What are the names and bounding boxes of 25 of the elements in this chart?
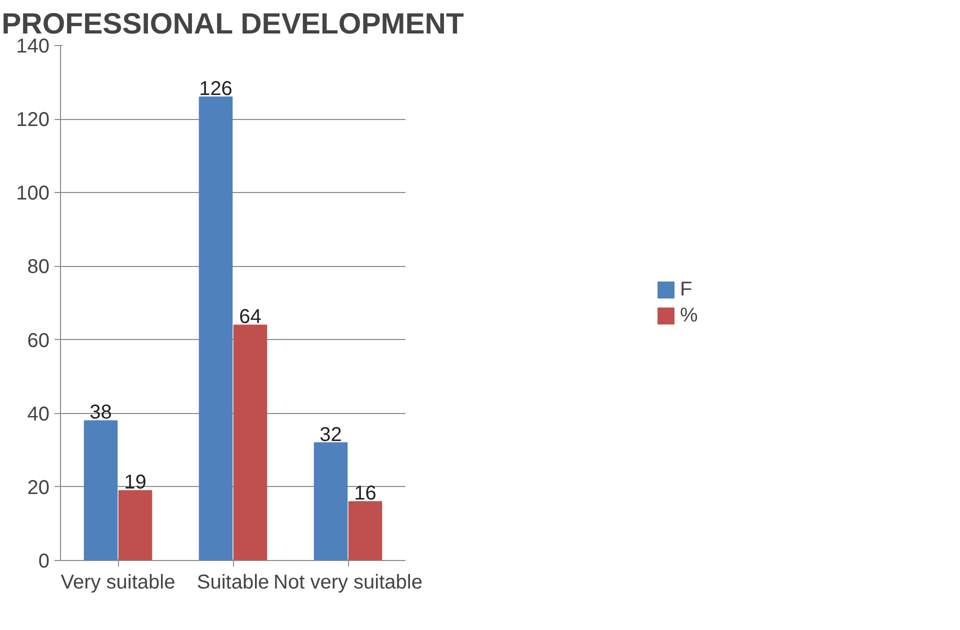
y-tick-label: 140 bbox=[16, 36, 50, 58]
y-tick-label: 40 bbox=[27, 403, 50, 426]
y-tick-label: 120 bbox=[16, 109, 50, 132]
bar bbox=[84, 420, 118, 560]
legend-label: F bbox=[680, 278, 694, 301]
data-label: 64 bbox=[239, 306, 262, 328]
data-label: 19 bbox=[124, 472, 146, 494]
data-label: 38 bbox=[90, 402, 112, 424]
y-tick-label: 80 bbox=[27, 256, 50, 278]
x-tick-label: Suitable bbox=[196, 572, 270, 594]
y-tick-label: 100 bbox=[16, 182, 50, 205]
data-label: 16 bbox=[354, 482, 376, 505]
legend-label: % bbox=[680, 304, 699, 327]
bar bbox=[233, 324, 268, 560]
bar bbox=[118, 490, 152, 560]
bar bbox=[348, 501, 382, 560]
data-label: 32 bbox=[320, 424, 342, 446]
x-tick-label: Not very suitable bbox=[274, 572, 422, 594]
y-tick-label: 60 bbox=[27, 330, 50, 352]
data-label: 126 bbox=[199, 78, 232, 100]
y-tick-label: 20 bbox=[27, 476, 50, 499]
y-tick-label: 0 bbox=[38, 550, 50, 572]
bar bbox=[198, 96, 233, 560]
bar bbox=[314, 442, 348, 560]
x-tick-label: Very suitable bbox=[60, 572, 176, 594]
